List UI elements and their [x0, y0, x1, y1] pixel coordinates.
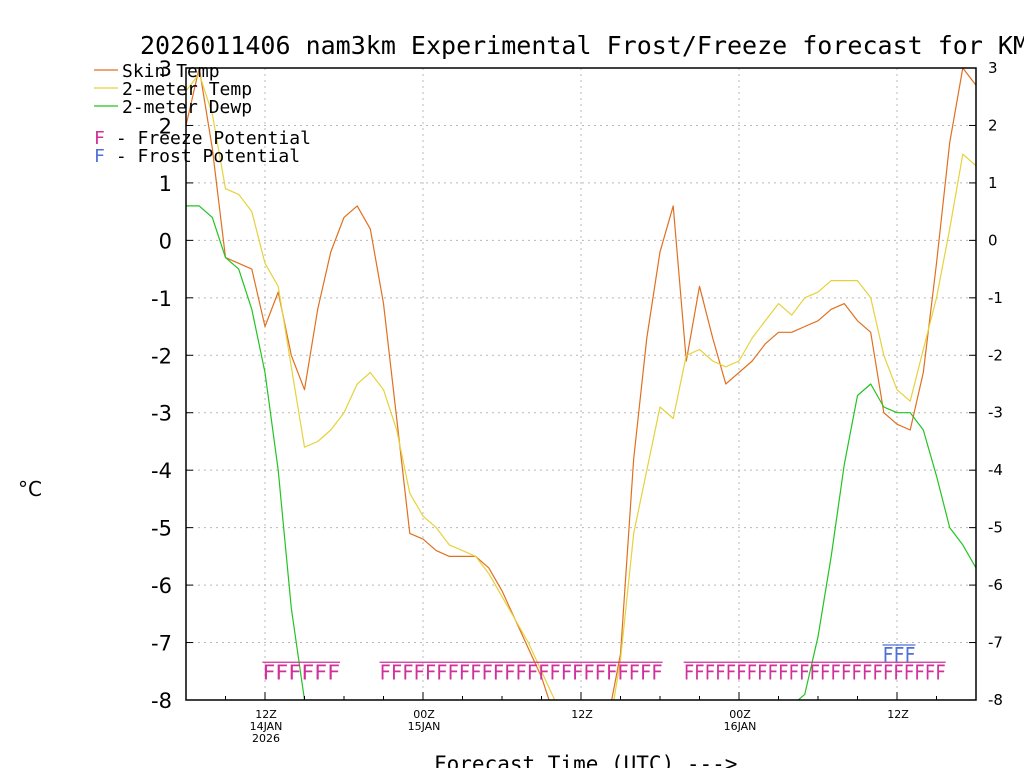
y-tick-label-left: 3 — [159, 57, 172, 81]
x-tick-label: 00Z — [729, 708, 751, 721]
series-lines — [186, 68, 976, 700]
legend-label: 2-meter Temp — [122, 79, 252, 100]
legend-label: 2-meter Dewp — [122, 97, 252, 118]
x-tick-label: 00Z — [413, 708, 435, 721]
y-tick-label-left: -4 — [151, 459, 172, 483]
freeze-potential-marker: FFFFFF — [262, 660, 340, 684]
y-tick-label-left: 1 — [159, 172, 172, 196]
y-tick-label-left: -2 — [151, 344, 172, 368]
x-tick-label: 16JAN — [724, 720, 757, 733]
y-tick-label-right: -4 — [988, 461, 1003, 479]
y-tick-label-left: -7 — [151, 632, 172, 656]
2-meter-dewp-line — [186, 205, 976, 700]
x-tick-label: 14JAN — [250, 720, 283, 733]
y-tick-label-right: 2 — [988, 116, 998, 134]
x-axis-label: Forecast Time (UTC) ---> — [434, 752, 737, 768]
y-tick-label-left: -3 — [151, 402, 172, 426]
y-tick-label-right: 0 — [988, 231, 998, 249]
axis-ticks: 3 3 2 2 1 1 0 0 -1 -1 -2 -2 -3 -3 -4 -4 -5 -5 -6 -6 -7 -7 -8 -8… — [151, 57, 1003, 745]
y-tick-label-left: -6 — [151, 574, 172, 598]
y-tick-label-left: -5 — [151, 517, 172, 541]
legend-label: Skin Temp — [122, 61, 220, 82]
skin-temp-line — [186, 68, 976, 700]
y-tick-label-right: 1 — [988, 174, 998, 192]
y-tick-label-left: -8 — [151, 689, 172, 713]
chart-title: 2026011406 nam3km Experimental Frost/Fre… — [140, 31, 1024, 60]
2-meter-temp-line — [186, 73, 976, 700]
freeze-potential-marker: FFFFFFFFFFFFFFFFFFFFFFFFF — [684, 660, 946, 684]
potential-markers: FFFFFF FFFFFFFFFFFFFFFFFFFFFFFFF FFFFFFFFF… — [262, 643, 946, 684]
y-tick-label-left: -1 — [151, 287, 172, 311]
y-tick-label-left: 2 — [159, 114, 172, 138]
plot-frame — [185, 67, 977, 701]
y-tick-label-right: -1 — [988, 289, 1003, 307]
frost-potential-marker: FFF — [883, 643, 916, 667]
x-tick-label: 15JAN — [408, 720, 441, 733]
potential-legend-text: - Frost Potential — [105, 146, 300, 167]
potential-legend-text: - Freeze Potential — [105, 128, 311, 149]
freeze-potential-marker: FFFFFFFFFFFFFFFFFFFFFFFFF — [380, 660, 663, 684]
y-tick-label-right: -7 — [988, 634, 1003, 652]
x-tick-label: 12Z — [255, 708, 277, 721]
y-tick-label-right: -8 — [988, 691, 1003, 709]
y-tick-label-left: 0 — [159, 229, 172, 253]
y-tick-label-right: -2 — [988, 346, 1003, 364]
y-tick-label-right: -6 — [988, 576, 1003, 594]
y-axis-label: °C — [18, 477, 42, 501]
x-tick-label: 2026 — [252, 732, 280, 745]
x-tick-label: 12Z — [887, 708, 909, 721]
potential-legend-letter: F — [94, 146, 105, 167]
x-tick-label: 12Z — [571, 708, 593, 721]
y-tick-label-right: 3 — [988, 59, 998, 77]
y-tick-label-right: -3 — [988, 404, 1003, 422]
gridlines — [186, 68, 976, 700]
y-tick-label-right: -5 — [988, 519, 1003, 537]
potential-legend-letter: F — [94, 128, 105, 149]
